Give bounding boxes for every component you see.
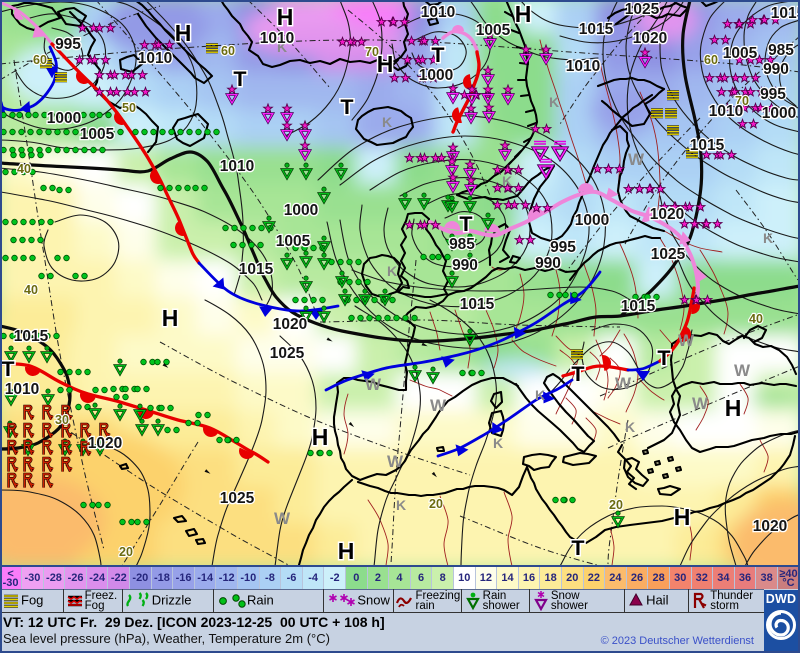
svg-text:H: H bbox=[515, 1, 532, 27]
svg-text:1010: 1010 bbox=[709, 103, 743, 120]
svg-text:1005: 1005 bbox=[276, 233, 311, 250]
svg-text:1025: 1025 bbox=[625, 1, 660, 18]
svg-text:1015: 1015 bbox=[14, 328, 49, 345]
svg-text:985: 985 bbox=[768, 42, 794, 59]
svg-text:70: 70 bbox=[365, 45, 379, 59]
svg-text:W: W bbox=[692, 394, 709, 413]
svg-text:20: 20 bbox=[119, 545, 133, 559]
svg-text:1015: 1015 bbox=[579, 21, 614, 38]
svg-text:60: 60 bbox=[704, 53, 718, 67]
svg-text:1020: 1020 bbox=[273, 316, 307, 333]
svg-text:60: 60 bbox=[33, 53, 47, 67]
svg-text:1000: 1000 bbox=[762, 105, 796, 122]
svg-text:T: T bbox=[431, 43, 444, 67]
svg-text:W: W bbox=[615, 374, 632, 393]
svg-text:1025: 1025 bbox=[651, 246, 686, 263]
svg-text:H: H bbox=[725, 395, 742, 421]
svg-text:T: T bbox=[657, 346, 670, 370]
svg-text:1000: 1000 bbox=[47, 110, 81, 127]
svg-text:T: T bbox=[340, 95, 353, 119]
svg-text:1015: 1015 bbox=[690, 137, 725, 154]
svg-text:H: H bbox=[338, 538, 355, 564]
svg-text:1000: 1000 bbox=[419, 67, 453, 84]
svg-text:40: 40 bbox=[749, 312, 763, 326]
svg-text:1005: 1005 bbox=[476, 22, 511, 39]
svg-text:20: 20 bbox=[609, 498, 623, 512]
svg-text:1010: 1010 bbox=[138, 50, 172, 67]
svg-text:1020: 1020 bbox=[633, 30, 667, 47]
svg-text:1010: 1010 bbox=[566, 58, 600, 75]
svg-text:T: T bbox=[571, 536, 584, 560]
svg-text:K: K bbox=[277, 39, 287, 55]
svg-text:60: 60 bbox=[221, 44, 235, 58]
svg-text:K: K bbox=[763, 230, 773, 246]
svg-text:1010: 1010 bbox=[220, 158, 254, 175]
svg-text:1010: 1010 bbox=[5, 381, 39, 398]
svg-text:1015: 1015 bbox=[460, 296, 495, 313]
svg-text:W: W bbox=[365, 375, 382, 394]
svg-text:40: 40 bbox=[24, 283, 38, 297]
svg-text:H: H bbox=[674, 504, 691, 530]
svg-text:995: 995 bbox=[550, 239, 576, 256]
svg-text:1025: 1025 bbox=[270, 345, 305, 362]
svg-text:W: W bbox=[274, 509, 291, 528]
svg-text:T: T bbox=[233, 67, 246, 91]
svg-text:70: 70 bbox=[735, 94, 749, 108]
svg-text:T: T bbox=[571, 362, 584, 386]
svg-text:1020: 1020 bbox=[88, 435, 122, 452]
svg-text:1015: 1015 bbox=[621, 298, 656, 315]
svg-text:50: 50 bbox=[122, 101, 136, 115]
svg-text:20: 20 bbox=[429, 497, 443, 511]
svg-text:W: W bbox=[678, 331, 695, 350]
svg-text:990: 990 bbox=[452, 257, 478, 274]
svg-text:995: 995 bbox=[760, 86, 786, 103]
svg-text:W: W bbox=[430, 396, 447, 415]
svg-text:K: K bbox=[625, 419, 635, 435]
svg-text:K: K bbox=[387, 263, 397, 279]
svg-text:H: H bbox=[175, 20, 192, 46]
svg-text:1020: 1020 bbox=[650, 206, 684, 223]
svg-text:1015: 1015 bbox=[239, 261, 274, 278]
svg-text:T: T bbox=[1, 357, 14, 381]
svg-text:1020: 1020 bbox=[753, 518, 787, 535]
svg-text:T: T bbox=[459, 212, 472, 236]
svg-text:1005: 1005 bbox=[723, 45, 758, 62]
svg-text:K: K bbox=[396, 497, 406, 513]
svg-text:K: K bbox=[382, 114, 392, 130]
svg-text:K: K bbox=[535, 387, 545, 403]
svg-text:985: 985 bbox=[449, 236, 475, 253]
svg-text:H: H bbox=[312, 424, 329, 450]
svg-text:W: W bbox=[734, 361, 751, 380]
svg-text:K: K bbox=[549, 94, 559, 110]
svg-text:990: 990 bbox=[763, 61, 789, 78]
svg-text:1010: 1010 bbox=[421, 4, 455, 21]
svg-text:K: K bbox=[502, 173, 512, 189]
svg-text:W: W bbox=[387, 452, 404, 471]
svg-text:1015: 1015 bbox=[771, 5, 800, 22]
svg-text:995: 995 bbox=[55, 36, 81, 53]
svg-text:K: K bbox=[493, 435, 503, 451]
svg-text:H: H bbox=[162, 305, 179, 331]
svg-text:1000: 1000 bbox=[575, 212, 609, 229]
svg-text:1010: 1010 bbox=[260, 30, 294, 47]
svg-text:1000: 1000 bbox=[284, 202, 318, 219]
svg-text:30: 30 bbox=[55, 413, 69, 427]
svg-text:H: H bbox=[277, 4, 294, 30]
svg-text:990: 990 bbox=[535, 255, 561, 272]
svg-text:H: H bbox=[377, 51, 394, 77]
svg-text:W: W bbox=[628, 150, 645, 169]
svg-text:1005: 1005 bbox=[80, 126, 115, 143]
svg-text:1025: 1025 bbox=[220, 490, 255, 507]
svg-text:40: 40 bbox=[17, 162, 31, 176]
